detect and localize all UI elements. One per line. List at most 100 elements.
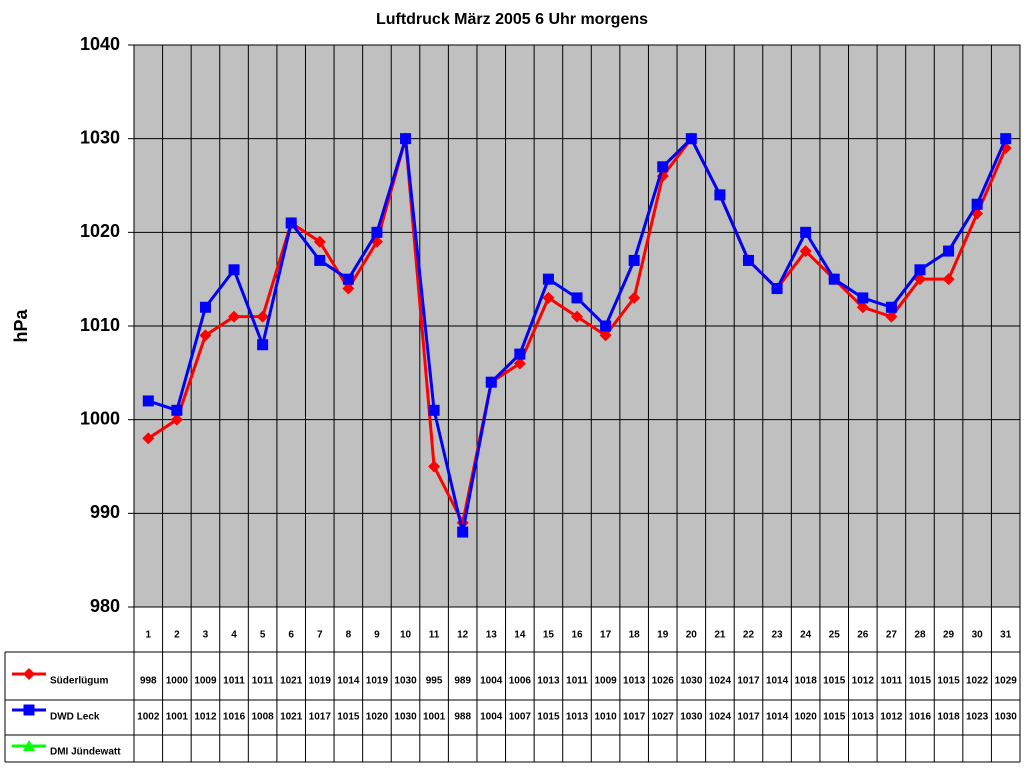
x-tick-label: 26: [857, 630, 869, 641]
table-value: 1001: [166, 712, 189, 723]
marker: [771, 283, 783, 295]
table-value: 1009: [594, 676, 617, 687]
x-tick-label: 31: [1000, 630, 1012, 641]
table-value: 1012: [880, 712, 903, 723]
marker: [313, 235, 326, 248]
marker: [199, 329, 212, 342]
marker: [485, 376, 497, 388]
marker: [428, 404, 440, 416]
x-tick-label: 20: [686, 630, 698, 641]
table-value: 1027: [652, 712, 675, 723]
table-value: 1017: [309, 712, 332, 723]
x-tick-label: 17: [600, 630, 612, 641]
marker: [628, 291, 641, 304]
table-value: 1030: [394, 712, 417, 723]
table-value: 1016: [223, 712, 246, 723]
legend-label: DMI Jündewatt: [50, 747, 121, 758]
marker: [599, 329, 612, 342]
table-value: 1019: [309, 676, 332, 687]
y-tick-label: 980: [90, 596, 120, 616]
x-tick-label: 5: [260, 630, 266, 641]
table-value: 1013: [623, 676, 646, 687]
table-value: 1021: [280, 712, 303, 723]
marker: [428, 460, 441, 473]
table-value: 1015: [937, 676, 960, 687]
x-tick-label: 18: [629, 630, 641, 641]
table-value: 1011: [252, 676, 274, 687]
marker: [171, 404, 183, 416]
table-value: 1014: [337, 676, 360, 687]
marker: [457, 526, 469, 538]
marker: [371, 226, 383, 238]
table-value: 1021: [280, 676, 303, 687]
marker: [142, 395, 154, 407]
table-value: 1017: [737, 712, 760, 723]
table-value: 995: [426, 676, 443, 687]
table-value: 998: [140, 676, 157, 687]
marker: [514, 348, 526, 360]
marker: [256, 310, 269, 323]
marker: [542, 273, 554, 285]
x-tick-label: 9: [374, 630, 380, 641]
table-value: 1015: [337, 712, 360, 723]
table-value: 1013: [537, 676, 560, 687]
marker: [142, 432, 155, 445]
x-tick-label: 10: [400, 630, 412, 641]
marker: [23, 704, 35, 716]
table-value: 1011: [566, 676, 588, 687]
marker: [400, 133, 412, 145]
table-value: 1008: [251, 712, 274, 723]
marker: [885, 310, 898, 323]
x-tick-label: 25: [829, 630, 841, 641]
marker: [685, 133, 697, 145]
marker: [23, 668, 35, 680]
marker: [257, 339, 269, 351]
marker: [971, 198, 983, 210]
y-tick-label: 1000: [80, 408, 120, 428]
table-value: 1009: [194, 676, 217, 687]
table-value: 1022: [966, 676, 989, 687]
marker: [170, 413, 183, 426]
x-tick-label: 24: [800, 630, 812, 641]
marker: [542, 291, 555, 304]
x-tick-label: 28: [914, 630, 926, 641]
marker: [914, 264, 926, 276]
x-tick-label: 11: [429, 630, 440, 641]
x-tick-label: 19: [657, 630, 669, 641]
table-value: 1024: [709, 676, 732, 687]
table-value: 1018: [795, 676, 818, 687]
table-value: 1002: [137, 712, 160, 723]
chart-title: Luftdruck März 2005 6 Uhr morgens: [376, 11, 648, 28]
table-value: 1011: [223, 676, 245, 687]
marker: [1000, 133, 1012, 145]
x-tick-label: 12: [457, 630, 469, 641]
x-tick-label: 6: [288, 630, 294, 641]
y-tick-label: 1020: [80, 221, 120, 241]
marker: [943, 245, 955, 257]
table-value: 1030: [995, 712, 1018, 723]
table-value: 1015: [909, 676, 932, 687]
x-tick-label: 8: [346, 630, 352, 641]
table-value: 1015: [823, 676, 846, 687]
x-tick-label: 21: [714, 630, 726, 641]
x-tick-label: 2: [174, 630, 180, 641]
legend-label: Süderlügum: [50, 676, 108, 687]
y-axis-label: hPa: [11, 309, 31, 343]
marker: [857, 292, 869, 304]
table-value: 1030: [680, 712, 703, 723]
y-tick-label: 1030: [80, 127, 120, 147]
x-tick-label: 1: [146, 630, 152, 641]
table-value: 1029: [995, 676, 1018, 687]
table-value: 1015: [823, 712, 846, 723]
table-value: 1026: [652, 676, 675, 687]
x-tick-label: 13: [486, 630, 498, 641]
table-value: 1004: [480, 676, 503, 687]
marker: [628, 254, 640, 266]
table-value: 1011: [881, 676, 903, 687]
y-tick-label: 1010: [80, 315, 120, 335]
table-value: 1017: [737, 676, 760, 687]
table-value: 1023: [966, 712, 989, 723]
table-value: 988: [454, 712, 471, 723]
marker: [23, 740, 35, 751]
